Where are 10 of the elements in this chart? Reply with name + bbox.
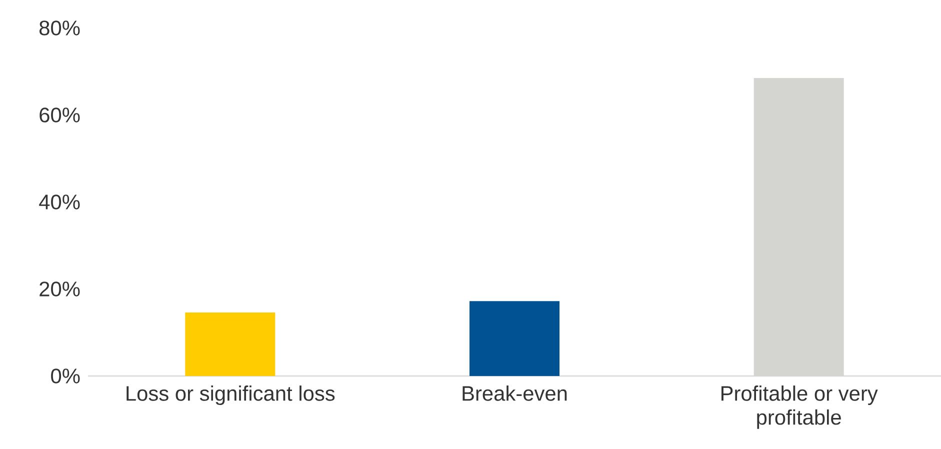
bar: [185, 312, 276, 376]
y-tick-label: 60%: [40, 108, 80, 122]
y-tick-label: 0%: [51, 368, 80, 384]
x-tick-label: Break-even: [462, 386, 567, 401]
y-tick-label: 20%: [40, 282, 80, 296]
x-tick-label: Loss or significant loss: [126, 386, 335, 406]
y-tick-label: 40%: [39, 194, 80, 210]
y-tick-label: 80%: [40, 20, 80, 36]
x-tick-label: Profitable or very profitable: [721, 386, 878, 429]
bar: [470, 301, 560, 376]
